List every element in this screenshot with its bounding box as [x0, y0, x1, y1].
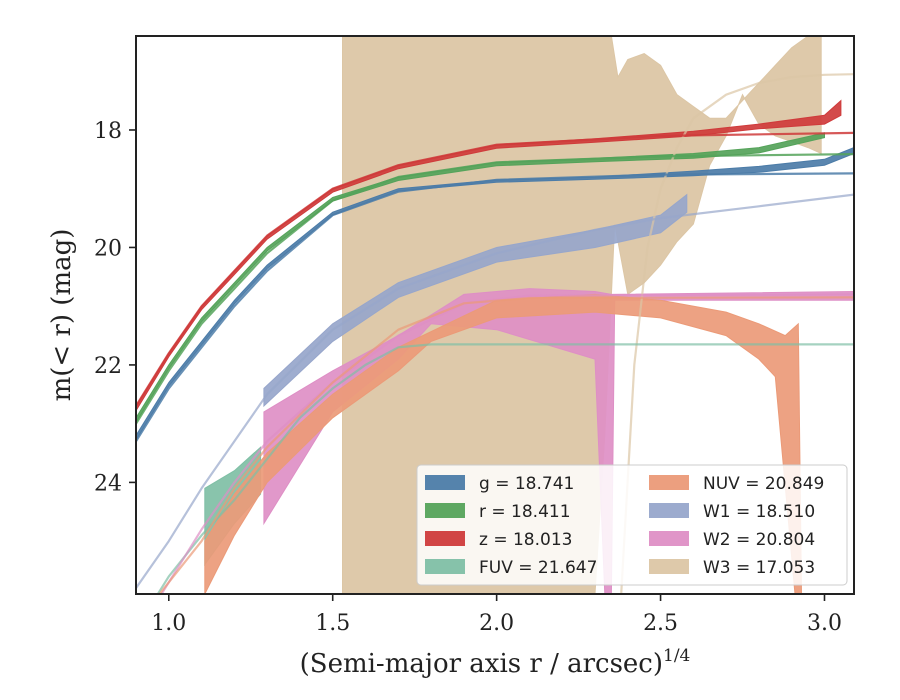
band-nuv [204, 293, 803, 594]
legend-swatch-g [425, 475, 465, 490]
x-tick-label: 1.0 [151, 611, 186, 636]
x-axis-ticks: 1.0 1.5 2.0 2.5 3.0 [151, 594, 842, 636]
model-w1 [136, 193, 854, 589]
legend-swatch-z [425, 531, 465, 546]
legend-label-g: g = 18.741 [479, 474, 574, 494]
model-r [136, 153, 854, 425]
plot-frame [135, 35, 855, 595]
y-tick-label: 22 [94, 354, 122, 379]
legend-label-fuv: FUV = 21.647 [479, 558, 597, 578]
legend-frame [416, 464, 848, 586]
legend: g = 18.741 r = 18.411 z = 18.013 FUV = 21.6… [416, 464, 848, 586]
legend-label-w2: W2 = 20.804 [703, 530, 815, 550]
model-g [136, 172, 854, 442]
x-tick-label: 1.5 [315, 611, 350, 636]
legend-swatch-w3 [649, 559, 689, 574]
y-tick-label: 18 [94, 119, 122, 144]
model-z [136, 131, 854, 407]
x-tick-label: 2.5 [643, 611, 678, 636]
x-axis-label: (Semi-major axis r / arcsec)1/4 [300, 646, 691, 679]
y-axis-ticks: 18 20 22 24 [94, 119, 136, 496]
model-w3 [620, 73, 854, 594]
legend-swatch-w2 [649, 531, 689, 546]
legend-swatch-r [425, 503, 465, 518]
legend-label-z: z = 18.013 [479, 530, 572, 550]
legend-swatch-nuv [649, 475, 689, 490]
band-r [136, 132, 825, 424]
model-nuv [158, 296, 854, 594]
y-tick-label: 20 [94, 236, 122, 261]
x-axis-label-text: (Semi-major axis r / arcsec) [300, 649, 663, 679]
legend-label-w3: W3 = 17.053 [703, 558, 815, 578]
band-w1 [263, 193, 688, 408]
y-tick-label: 24 [94, 471, 122, 496]
band-g [136, 147, 854, 442]
model-curves [136, 73, 854, 594]
legend-label-w1: W1 = 18.510 [703, 502, 815, 522]
legend-swatch-w1 [649, 503, 689, 518]
model-w2 [160, 293, 854, 594]
legend-label-r: r = 18.411 [479, 502, 571, 522]
x-tick-label: 2.0 [479, 611, 514, 636]
legend-swatch-fuv [425, 559, 465, 574]
y-axis-label: m(< r) (mag) [47, 229, 77, 402]
x-axis-label-exponent: 1/4 [663, 646, 690, 666]
legend-label-nuv: NUV = 20.849 [703, 474, 824, 494]
x-tick-label: 3.0 [807, 611, 842, 636]
